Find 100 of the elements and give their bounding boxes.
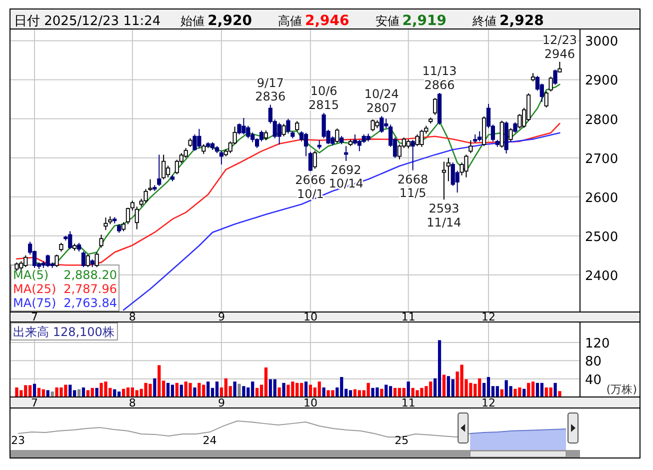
- bar: [95, 388, 98, 397]
- x-tick-label: 12: [481, 396, 496, 410]
- y-tick-label: 2800: [585, 112, 618, 128]
- bar: [496, 386, 499, 397]
- y-tick-label: 120: [585, 336, 610, 352]
- bar: [264, 367, 268, 397]
- bar: [28, 385, 32, 397]
- bar: [180, 384, 183, 397]
- bar: [153, 378, 156, 397]
- y-tick-label: 2900: [585, 74, 618, 89]
- bar: [188, 382, 192, 397]
- bar: [193, 387, 196, 397]
- y-tick-label: 2400: [585, 268, 618, 284]
- bar: [50, 392, 54, 397]
- x-tick-label: 23: [11, 434, 25, 447]
- bar: [540, 382, 544, 397]
- bar: [198, 382, 201, 397]
- bar: [398, 388, 402, 397]
- bar: [558, 391, 562, 397]
- line-series: [16, 122, 560, 266]
- bar: [366, 382, 370, 397]
- bar: [233, 382, 236, 397]
- bar: [32, 384, 36, 397]
- annotation: 2668 11/5: [398, 172, 428, 200]
- bar: [549, 387, 552, 397]
- bar: [15, 387, 18, 397]
- bar: [175, 382, 178, 397]
- x-tick-label: 7: [31, 310, 38, 324]
- bar: [526, 382, 530, 397]
- y-axis-title: (万株): [606, 383, 637, 396]
- bar: [170, 384, 174, 397]
- x-tick-label: 24: [202, 434, 217, 447]
- annotation: 10/6 2815: [308, 84, 340, 112]
- bar: [126, 387, 130, 397]
- x-tick-label: 9: [218, 396, 225, 410]
- bar: [37, 388, 41, 397]
- bar: [206, 382, 210, 397]
- bar: [451, 379, 454, 397]
- annotation: 2666 10/1: [295, 173, 326, 201]
- x-tick-label: 12: [481, 310, 496, 324]
- bar: [308, 384, 312, 397]
- y-tick-label: 40: [585, 372, 602, 388]
- bar: [68, 384, 72, 397]
- bar: [242, 386, 246, 397]
- bar: [278, 387, 281, 397]
- x-tick-label: 11: [401, 310, 416, 324]
- bar: [536, 382, 540, 397]
- x-tick-label: 10: [303, 396, 318, 410]
- bar: [158, 365, 161, 397]
- text: 終値 2,928: [472, 13, 544, 29]
- bar: [402, 388, 406, 397]
- x-tick-label: 8: [128, 396, 136, 410]
- text: 高値 2,946: [278, 13, 350, 29]
- bar: [46, 390, 50, 397]
- bar: [318, 382, 321, 397]
- bar: [90, 388, 94, 397]
- x-tick-label: 9: [218, 310, 225, 324]
- chart-title: 出来高 128,100株: [13, 325, 114, 339]
- x-tick-label: 10: [303, 310, 318, 324]
- bar: [322, 387, 326, 397]
- annotation: 10/24 2807: [364, 87, 399, 116]
- bar: [348, 390, 352, 397]
- annotation: 12/23 2946: [542, 32, 577, 61]
- text: MA(5) 2,888.20: [13, 268, 117, 282]
- bar: [442, 374, 446, 397]
- x-tick-label: 7: [31, 396, 38, 410]
- text: 安値 2,919: [375, 13, 447, 29]
- series-label: MA(75) 2,763.84: [13, 296, 117, 310]
- y-tick-label: 3000: [585, 34, 618, 50]
- annotation: 2593 11/14: [426, 202, 462, 230]
- text: 始値 2,920: [180, 13, 252, 29]
- y-tick-label: 80: [585, 354, 602, 370]
- bar: [438, 340, 442, 397]
- bar: [531, 382, 535, 397]
- line-series: [122, 132, 560, 311]
- annotation: 11/13 2866: [422, 64, 457, 92]
- text: 日付 2025/12/23 11:24: [14, 14, 161, 29]
- bar: [215, 382, 219, 397]
- y-tick-label: 2700: [585, 152, 618, 167]
- annotation: 9/17 2836: [255, 76, 286, 104]
- bar: [255, 388, 259, 397]
- bar: [286, 384, 290, 397]
- bar: [486, 377, 490, 397]
- bar: [406, 382, 410, 397]
- bar: [82, 387, 86, 397]
- bar: [393, 388, 397, 397]
- series-label: MA(25) 2,787.96: [13, 282, 117, 296]
- x-tick-label: 25: [394, 434, 409, 447]
- bar: [304, 382, 308, 397]
- bar: [273, 379, 276, 397]
- bar: [282, 382, 286, 397]
- bar: [238, 384, 241, 397]
- y-tick-label: 2500: [585, 230, 618, 245]
- bar: [166, 382, 170, 397]
- bar: [384, 384, 388, 397]
- x-tick-label: 11: [401, 396, 416, 410]
- x-tick-label: 8: [128, 310, 136, 324]
- bar: [554, 382, 557, 397]
- bar: [300, 382, 304, 397]
- y-tick-label: 2600: [585, 190, 618, 206]
